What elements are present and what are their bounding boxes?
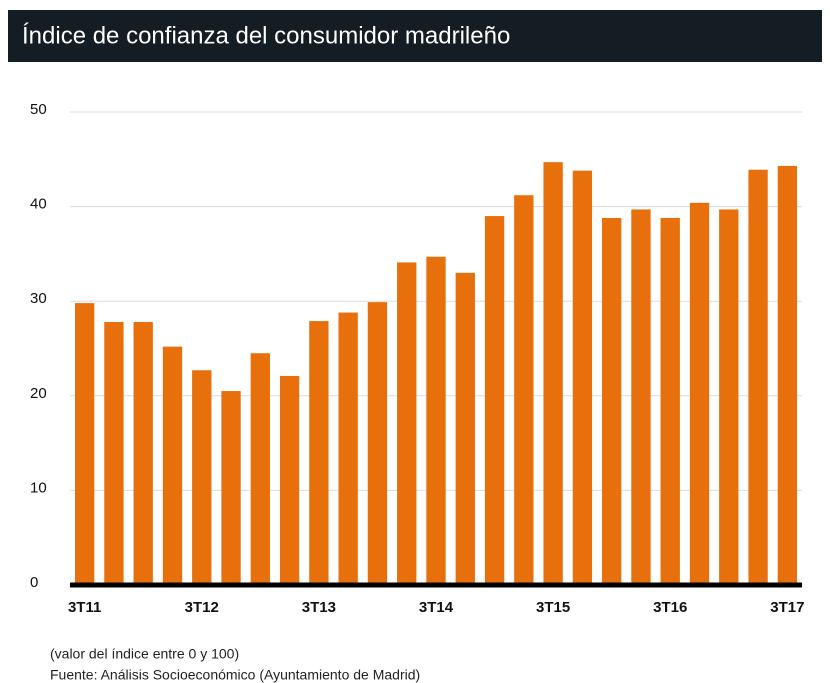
x-tick-label: 3T12 <box>185 599 219 616</box>
y-tick-label: 20 <box>30 385 47 402</box>
source: Fuente: Análisis Socioeconómico (Ayuntam… <box>50 667 420 683</box>
bar <box>748 169 768 585</box>
bar <box>455 272 475 585</box>
bar <box>777 165 798 585</box>
x-tick-label: 3T17 <box>770 599 804 616</box>
x-tick-label: 3T15 <box>536 599 570 616</box>
bar <box>689 202 710 586</box>
bar <box>367 302 388 585</box>
y-tick-label: 40 <box>30 196 47 213</box>
bar <box>221 391 241 585</box>
bar <box>397 262 417 585</box>
bar <box>602 217 622 585</box>
bar <box>660 217 680 585</box>
bar <box>543 162 563 585</box>
note: (valor del índice entre 0 y 100) <box>50 646 239 662</box>
y-tick-label: 0 <box>30 574 38 591</box>
y-tick-label: 10 <box>30 479 47 496</box>
bar <box>279 375 300 585</box>
x-tick-label: 3T14 <box>419 599 454 616</box>
bar <box>631 209 651 586</box>
bar <box>162 346 183 585</box>
chart-title: Índice de confianza del consumidor madri… <box>22 22 510 49</box>
bar <box>426 256 446 585</box>
x-tick-label: 3T13 <box>302 599 336 616</box>
y-tick-label: 30 <box>30 290 47 307</box>
bar <box>104 322 124 585</box>
bar <box>514 195 534 586</box>
x-tick-label: 3T16 <box>653 599 687 616</box>
title-bar <box>8 10 822 62</box>
bar <box>338 312 358 585</box>
y-tick-label: 50 <box>30 101 47 118</box>
bar <box>309 321 329 585</box>
bar <box>484 216 505 585</box>
bar <box>133 322 153 585</box>
bar <box>572 170 593 586</box>
x-tick-label: 3T11 <box>68 599 101 616</box>
bar <box>250 353 270 585</box>
bar <box>74 303 95 585</box>
bar <box>192 370 212 585</box>
bar <box>719 209 739 586</box>
